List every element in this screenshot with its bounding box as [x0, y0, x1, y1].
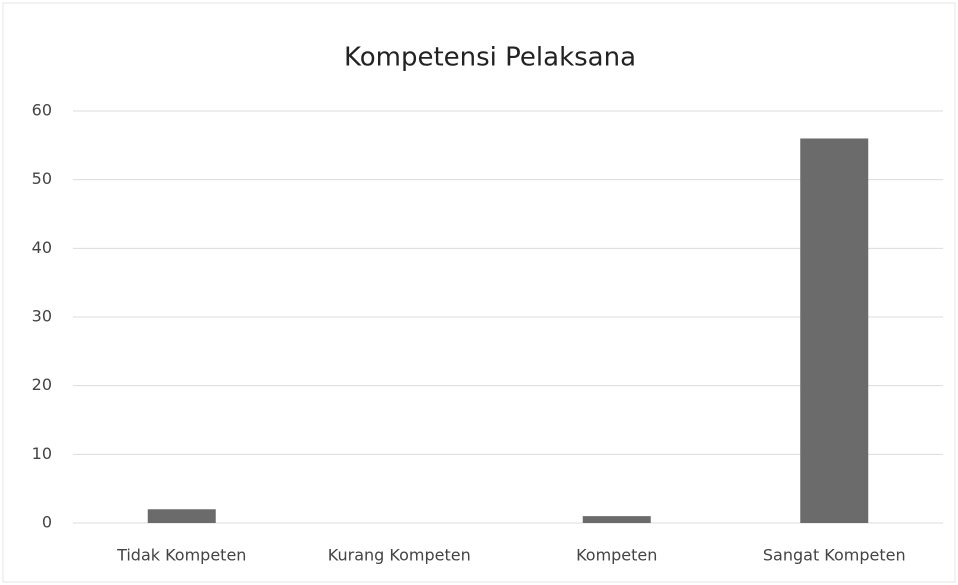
y-tick-label: 40: [32, 238, 52, 257]
bar: [147, 509, 216, 523]
x-tick-label: Kompeten: [576, 546, 657, 565]
bar: [582, 516, 651, 523]
y-tick-label: 30: [32, 307, 52, 326]
y-tick-label: 10: [32, 444, 52, 463]
y-tick-label: 60: [32, 101, 52, 120]
y-tick-label: 20: [32, 375, 52, 394]
x-tick-label: Kurang Kompeten: [328, 546, 471, 565]
x-tick-label: Tidak Kompeten: [116, 546, 246, 565]
chart-title: Kompetensi Pelaksana: [344, 43, 636, 73]
x-tick-label: Sangat Kompeten: [763, 546, 906, 565]
y-tick-label: 0: [42, 513, 52, 532]
y-tick-label: 50: [32, 169, 52, 188]
bar: [800, 138, 869, 523]
